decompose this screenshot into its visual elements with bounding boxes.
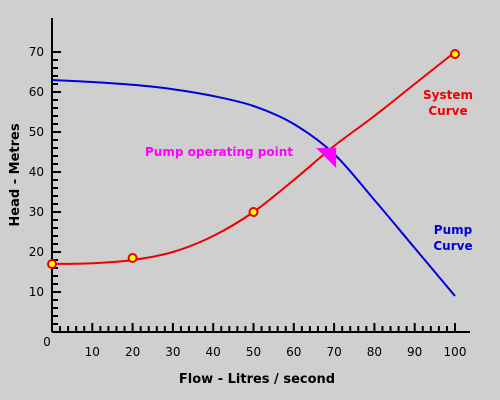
x-tick-label: 80 bbox=[367, 345, 382, 359]
pump-curve-label: Curve bbox=[433, 239, 472, 253]
pump-curve-label: Pump bbox=[434, 223, 473, 237]
x-tick-label: 30 bbox=[165, 345, 180, 359]
x-tick-label: 50 bbox=[246, 345, 261, 359]
pump-curve-line bbox=[51, 79, 456, 297]
system-curve-marker bbox=[248, 207, 259, 217]
y-tick-label: 40 bbox=[29, 165, 44, 179]
x-axis-title: Flow - Litres / second bbox=[179, 372, 335, 387]
x-tick-label: 60 bbox=[286, 345, 301, 359]
x-tick-label: 90 bbox=[407, 345, 422, 359]
x-tick-label: 70 bbox=[326, 345, 341, 359]
origin-label: 0 bbox=[43, 335, 51, 349]
y-tick-label: 70 bbox=[29, 45, 44, 59]
system-curve-marker bbox=[47, 259, 57, 269]
y-tick-label: 20 bbox=[29, 245, 44, 259]
system-curve-marker bbox=[450, 49, 460, 59]
y-tick-label: 60 bbox=[29, 85, 44, 99]
x-tick-label: 10 bbox=[85, 345, 100, 359]
y-tick-label: 10 bbox=[29, 285, 44, 299]
y-tick-label: 30 bbox=[29, 205, 44, 219]
y-tick-label: 50 bbox=[29, 125, 44, 139]
system-curve-marker bbox=[127, 253, 138, 263]
y-axis-title: Head - Metres bbox=[8, 123, 23, 226]
operating-point-annotation: Pump operating point bbox=[145, 145, 293, 159]
x-tick-label: 100 bbox=[444, 345, 467, 359]
x-tick-label: 20 bbox=[125, 345, 140, 359]
system-curve-label: Curve bbox=[428, 104, 467, 118]
system-curve-label: System bbox=[423, 88, 473, 102]
operating-point-arrow bbox=[316, 148, 337, 168]
x-tick-label: 40 bbox=[206, 345, 221, 359]
